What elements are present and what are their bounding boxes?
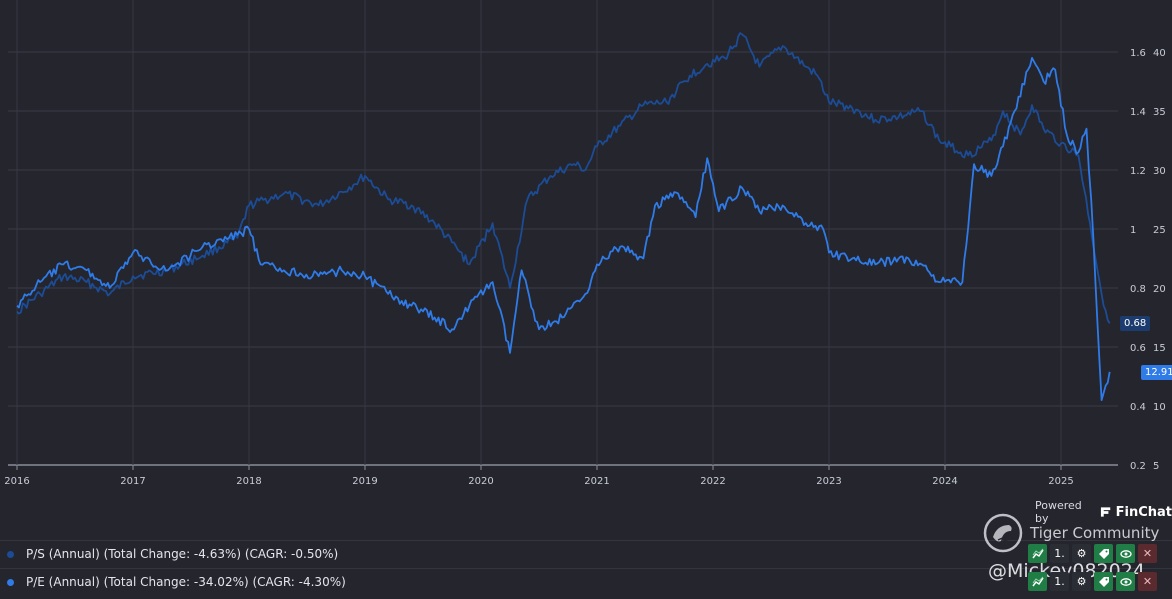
series-line-ps xyxy=(16,32,1111,324)
series-toolbar-ps: 1. ⚙ ✕ xyxy=(1028,544,1157,563)
x-tick-label: 2025 xyxy=(1048,476,1073,487)
chart-icon[interactable] xyxy=(1028,544,1047,563)
y-left-tick-label: 0.6 xyxy=(1130,343,1146,354)
x-tick-label: 2022 xyxy=(700,476,725,487)
x-tick-label: 2017 xyxy=(120,476,145,487)
tag-icon[interactable] xyxy=(1094,544,1113,563)
sort-icon[interactable]: 1. xyxy=(1050,572,1069,591)
y-right-tick-label: 25 xyxy=(1153,225,1166,236)
legend-dot-ps xyxy=(7,550,14,558)
legend-item-ps[interactable]: P/S (Annual) (Total Change: -4.63%) (CAG… xyxy=(0,540,1172,567)
pe-last-value-badge: 12.91 xyxy=(1141,365,1172,380)
ps-last-value-badge: 0.68 xyxy=(1120,316,1151,331)
watermark-community: Tiger Community xyxy=(1030,524,1160,542)
y-left-tick-label: 0.4 xyxy=(1130,402,1146,413)
y-left-tick-label: 0.8 xyxy=(1130,284,1146,295)
series-line-pe xyxy=(16,57,1111,401)
x-tick-label: 2023 xyxy=(816,476,841,487)
y-right-tick-label: 40 xyxy=(1153,48,1166,59)
x-tick-label: 2016 xyxy=(4,476,29,487)
sort-icon[interactable]: 1. xyxy=(1050,544,1069,563)
y-right-tick-label: 15 xyxy=(1153,343,1166,354)
legend-item-pe[interactable]: P/E (Annual) (Total Change: -34.02%) (CA… xyxy=(0,568,1172,595)
tag-icon[interactable] xyxy=(1094,572,1113,591)
gear-icon[interactable]: ⚙ xyxy=(1072,572,1091,591)
series-toolbar-pe: 1. ⚙ ✕ xyxy=(1028,572,1157,591)
y-left-tick-label: 1.2 xyxy=(1130,166,1146,177)
chart-icon[interactable] xyxy=(1028,572,1047,591)
y-left-tick-label: 1.6 xyxy=(1130,48,1146,59)
eye-icon[interactable] xyxy=(1116,572,1135,591)
x-tick-label: 2024 xyxy=(932,476,957,487)
eye-icon[interactable] xyxy=(1116,544,1135,563)
y-left-tick-label: 1 xyxy=(1130,225,1136,236)
x-tick-label: 2021 xyxy=(584,476,609,487)
close-icon[interactable]: ✕ xyxy=(1138,544,1157,563)
y-left-tick-label: 0.2 xyxy=(1130,461,1146,472)
close-icon[interactable]: ✕ xyxy=(1138,572,1157,591)
tiger-logo-icon xyxy=(983,513,1023,553)
powered-by-brand: FinChat xyxy=(1115,504,1172,520)
gear-icon[interactable]: ⚙ xyxy=(1072,544,1091,563)
powered-by[interactable]: Powered by FinChat xyxy=(1035,499,1172,525)
legend-dot-pe xyxy=(7,578,14,586)
finchat-logo-icon xyxy=(1101,507,1111,517)
y-right-tick-label: 35 xyxy=(1153,107,1166,118)
y-left-tick-label: 1.4 xyxy=(1130,107,1146,118)
x-tick-label: 2018 xyxy=(236,476,261,487)
y-right-tick-label: 10 xyxy=(1153,402,1166,413)
y-right-tick-label: 30 xyxy=(1153,166,1166,177)
x-tick-label: 2020 xyxy=(468,476,493,487)
x-tick-label: 2019 xyxy=(352,476,377,487)
legend-label-pe: P/E (Annual) (Total Change: -34.02%) (CA… xyxy=(26,575,346,589)
legend-label-ps: P/S (Annual) (Total Change: -4.63%) (CAG… xyxy=(26,547,339,561)
powered-by-prefix: Powered by xyxy=(1035,499,1082,525)
y-right-tick-label: 20 xyxy=(1153,284,1166,295)
y-right-tick-label: 5 xyxy=(1153,461,1159,472)
